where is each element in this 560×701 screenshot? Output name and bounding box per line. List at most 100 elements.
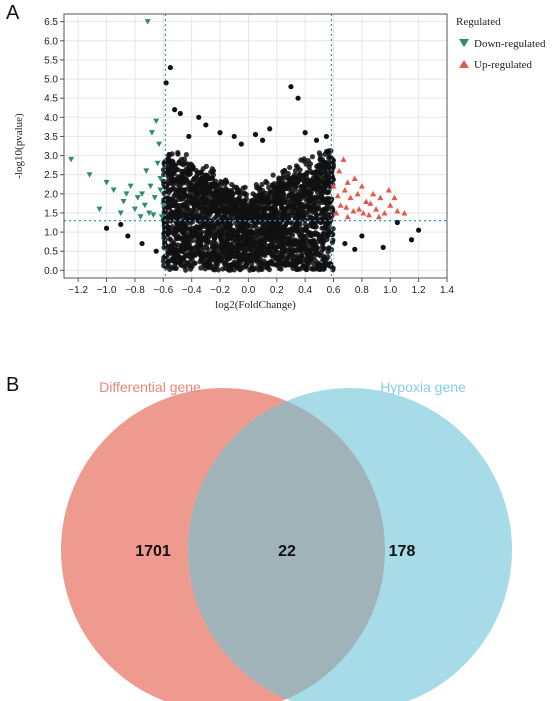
data-point-ns	[311, 203, 318, 209]
data-point-ns	[302, 130, 308, 136]
data-point-ns	[203, 178, 209, 184]
venn-title-hypoxia: Hypoxia gene	[380, 379, 466, 395]
data-point-ns	[183, 151, 189, 158]
data-point-ns	[324, 190, 330, 196]
data-point-ns	[317, 178, 323, 184]
data-point-ns	[249, 207, 255, 213]
venn-count-hypoxia-only: 178	[389, 543, 416, 560]
data-point-ns	[199, 210, 205, 216]
data-point-ns	[237, 193, 243, 199]
data-point-up	[351, 175, 358, 182]
data-point-ns	[307, 217, 314, 223]
data-point-ns	[249, 266, 256, 272]
data-point-ns	[264, 246, 271, 253]
data-point-ns	[296, 246, 302, 252]
data-point-ns	[178, 196, 184, 202]
data-point-ns	[270, 188, 276, 194]
data-point-ns	[308, 230, 314, 236]
x-tick-label: 1.2	[412, 285, 426, 296]
data-point-ns	[307, 191, 314, 197]
data-point-down	[123, 191, 130, 197]
data-point-ns	[277, 249, 283, 256]
data-point-ns	[179, 236, 185, 243]
data-point-ns	[244, 203, 250, 209]
data-point-ns	[167, 204, 173, 210]
data-point-ns	[206, 189, 212, 195]
x-tick-label: −1.0	[97, 285, 117, 296]
data-point-ns	[380, 244, 386, 250]
data-point-ns	[234, 224, 241, 230]
data-point-ns	[255, 251, 262, 257]
data-point-ns	[278, 205, 284, 211]
data-point-ns	[284, 235, 290, 241]
data-point-ns	[174, 248, 180, 254]
data-point-ns	[218, 236, 224, 242]
data-point-ns	[248, 223, 255, 230]
data-point-ns	[270, 223, 276, 229]
data-point-ns	[327, 263, 333, 269]
data-point-ns	[170, 245, 176, 252]
data-point-ns	[268, 206, 274, 212]
data-point-ns	[352, 246, 358, 252]
data-point-ns	[259, 260, 265, 267]
legend: Regulated Down-regulated Up-regulated	[456, 16, 546, 71]
data-point-ns	[311, 241, 317, 247]
data-point-ns	[191, 260, 197, 266]
data-point-ns	[316, 201, 322, 207]
data-point-ns	[176, 254, 183, 260]
data-point-up	[363, 198, 370, 204]
data-point-up	[394, 208, 401, 214]
data-point-ns	[201, 205, 207, 212]
data-point-ns	[183, 259, 189, 265]
data-point-ns	[320, 197, 326, 203]
data-point-ns	[186, 207, 192, 213]
data-point-up	[341, 187, 348, 193]
data-point-ns	[125, 233, 131, 239]
data-point-ns	[298, 231, 305, 237]
data-point-ns	[277, 189, 283, 195]
axes: −1.2 −1.0 −0.8 −0.6 −0.4 −0.2 0.0 0.2 0.4 0.6 0.8 1…	[44, 13, 454, 296]
data-point-down	[144, 19, 151, 25]
data-point-ns	[194, 183, 200, 190]
data-point-ns	[194, 227, 200, 233]
data-point-ns	[261, 241, 267, 247]
data-point-ns	[312, 253, 318, 259]
legend-title: Regulated	[456, 16, 501, 28]
data-point-ns	[273, 247, 279, 253]
data-point-ns	[276, 195, 283, 201]
data-point-ns	[232, 253, 238, 259]
data-point-ns	[230, 191, 236, 197]
data-point-ns	[322, 206, 328, 212]
data-point-ns	[314, 248, 320, 254]
data-point-ns	[175, 182, 181, 188]
data-point-ns	[165, 230, 172, 237]
data-point-up	[377, 194, 384, 201]
data-point-down	[148, 130, 155, 136]
data-point-ns	[183, 212, 189, 218]
data-point-ns	[235, 248, 241, 254]
data-point-ns	[315, 260, 321, 266]
data-point-ns	[217, 243, 223, 249]
data-point-ns	[290, 202, 296, 208]
data-point-ns	[222, 261, 228, 268]
data-point-ns	[311, 194, 317, 200]
data-point-ns	[186, 133, 192, 140]
data-point-ns	[214, 219, 221, 226]
x-tick-label: 0.0	[241, 285, 255, 296]
data-point-ns	[190, 207, 196, 214]
data-point-ns	[210, 256, 216, 262]
data-point-ns	[238, 227, 244, 234]
data-point-down	[131, 206, 138, 213]
data-point-ns	[203, 237, 209, 243]
data-point-down	[127, 183, 134, 190]
y-tick-label: 1.0	[44, 228, 58, 239]
data-point-ns	[269, 182, 275, 188]
data-point-ns	[260, 229, 267, 235]
data-point-ns	[235, 240, 241, 247]
data-point-ns	[276, 254, 282, 260]
data-point-ns	[276, 230, 282, 236]
data-point-ns	[303, 242, 309, 248]
data-point-ns	[198, 265, 204, 271]
data-point-ns	[255, 240, 261, 246]
data-point-ns	[162, 253, 168, 259]
